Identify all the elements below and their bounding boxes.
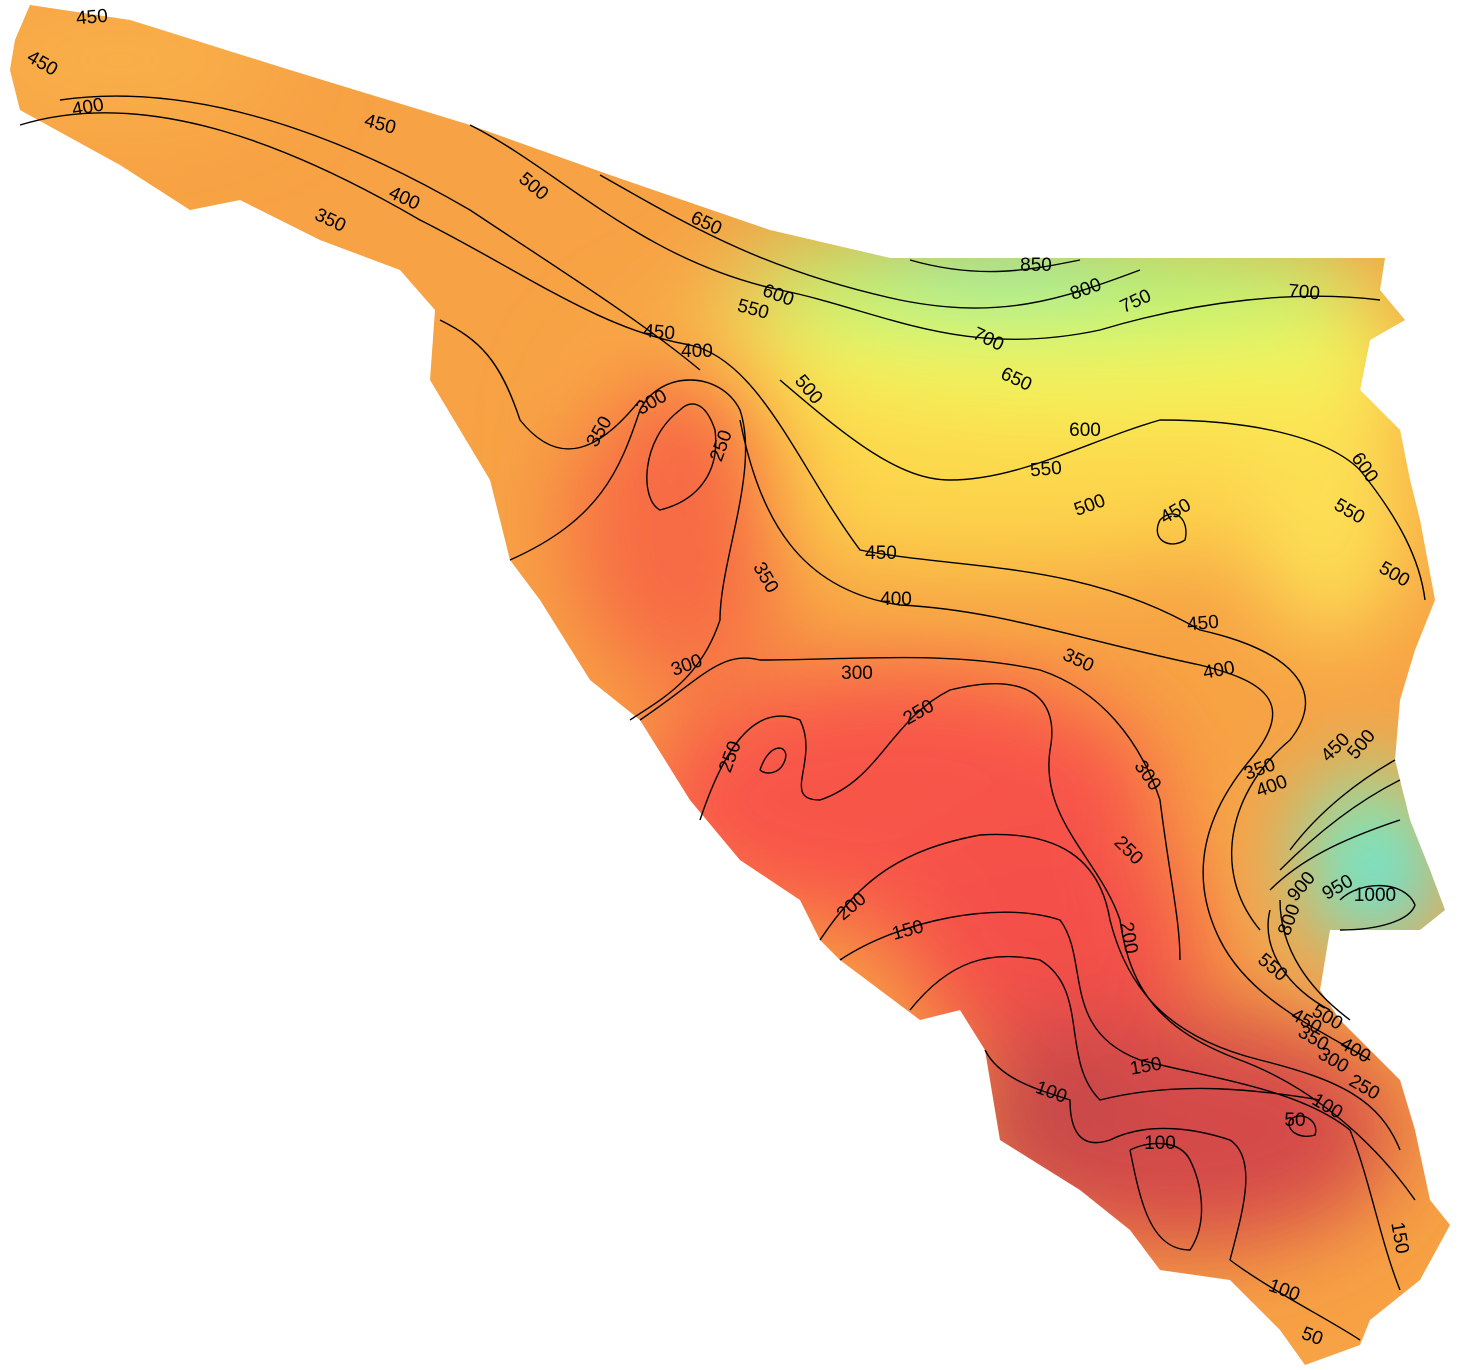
isoline-label: 450	[1186, 612, 1219, 636]
isoline-label: 450	[865, 543, 897, 564]
isoline-label: 450	[642, 321, 675, 345]
isoline-label: 1000	[1354, 885, 1396, 906]
isoline-label: 50	[1284, 1110, 1305, 1131]
isoline-label: 100	[1144, 1133, 1176, 1154]
isoline-label: 700	[1287, 281, 1320, 305]
isoline-label: 300	[841, 663, 873, 684]
isoline-label: 550	[1029, 458, 1062, 482]
isoline-label: 400	[880, 589, 912, 610]
isoline-label: 400	[681, 341, 713, 362]
isoline-label: 600	[1069, 420, 1101, 441]
isoline-label: 850	[1020, 255, 1052, 276]
isoline-label: 450	[75, 6, 108, 30]
isolines	[19, 95, 1426, 1341]
